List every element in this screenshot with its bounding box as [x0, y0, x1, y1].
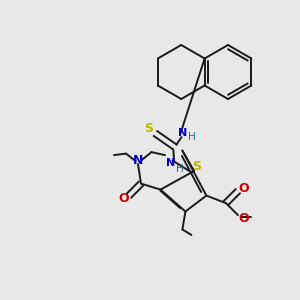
Text: O: O	[238, 212, 249, 225]
Text: S: S	[144, 122, 153, 135]
Text: H: H	[188, 132, 196, 142]
Text: N: N	[178, 128, 188, 138]
Text: O: O	[238, 182, 249, 195]
Text: N: N	[167, 158, 176, 169]
Text: N: N	[133, 154, 143, 167]
Text: O: O	[118, 192, 129, 205]
Text: H: H	[176, 164, 183, 174]
Text: S: S	[193, 160, 202, 173]
